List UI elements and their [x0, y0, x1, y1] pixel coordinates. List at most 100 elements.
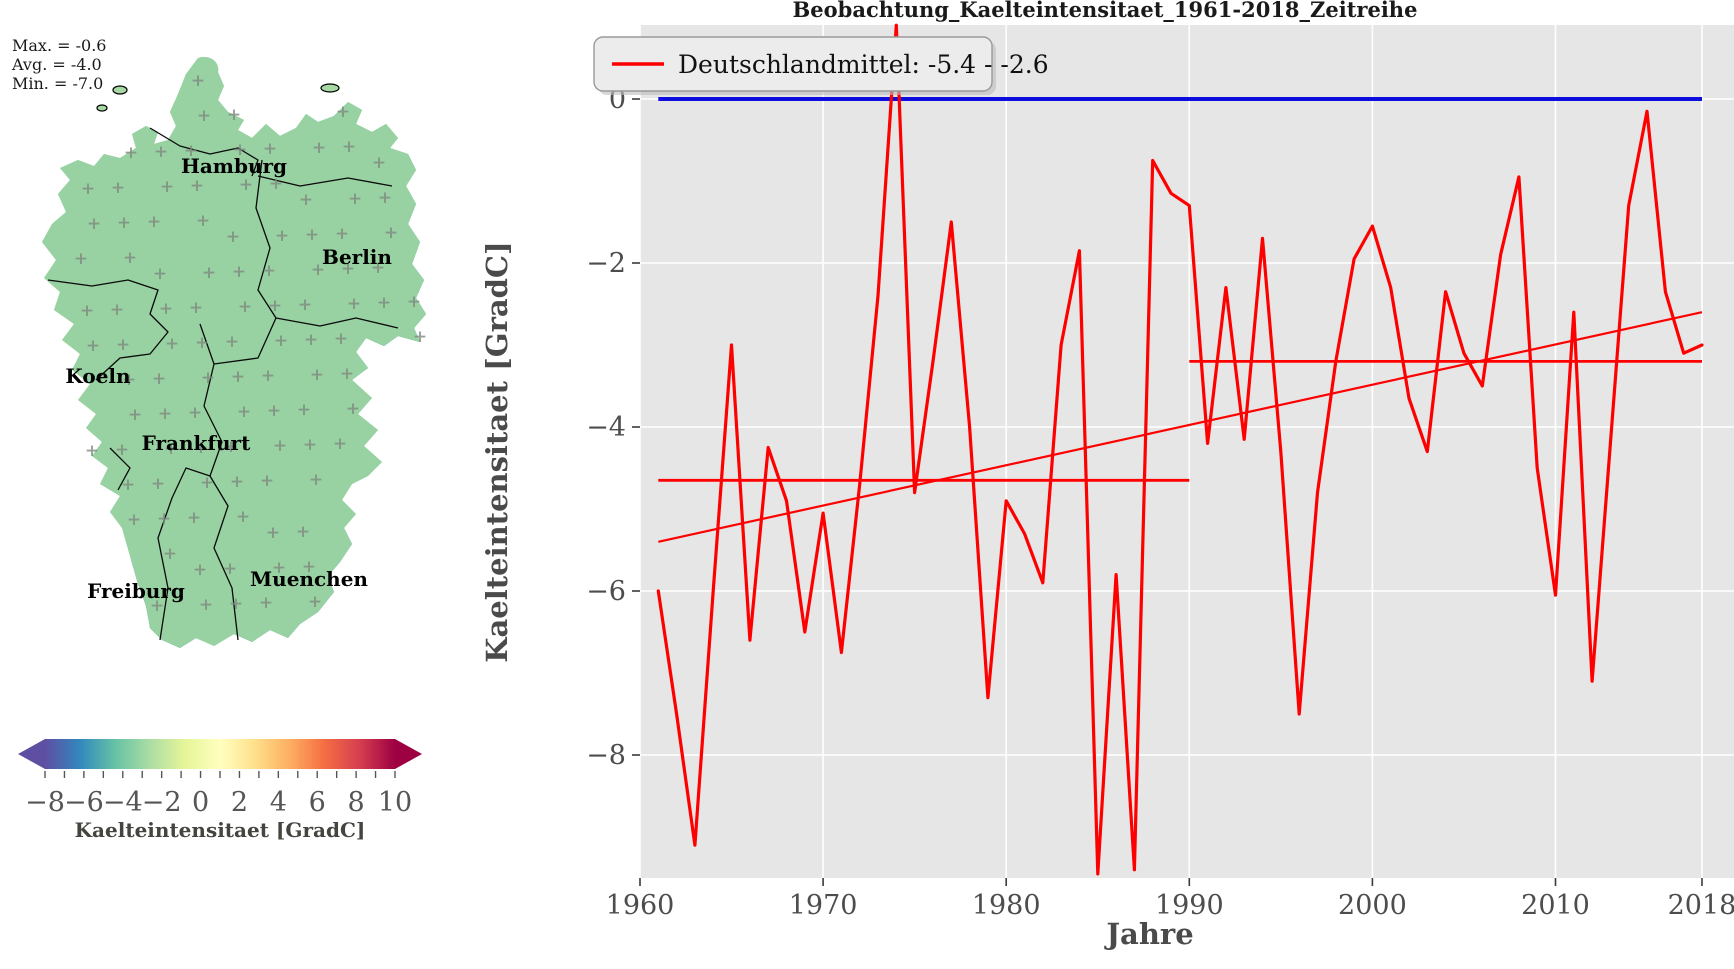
colorbar-gradient — [45, 739, 395, 769]
colorbar-ticks — [44, 771, 396, 778]
island-shapes — [96, 83, 340, 112]
station-marker: + — [190, 176, 204, 196]
series-line — [656, 23, 1704, 876]
station-marker: + — [158, 404, 172, 424]
station-marker: + — [117, 213, 131, 233]
station-marker: + — [160, 177, 174, 197]
station-marker: + — [116, 335, 130, 355]
station-marker: + — [384, 223, 398, 243]
station-marker: + — [164, 439, 178, 459]
city-label-koeln: Koeln — [65, 364, 131, 388]
x-axis: 1960 1970 1980 1990 2000 2010 2018 — [606, 878, 1734, 921]
station-marker: + — [225, 332, 239, 352]
station-marker: + — [86, 336, 100, 356]
station-marker: + — [157, 509, 171, 529]
station-marker: + — [268, 296, 282, 316]
city-label-frankfurt: Frankfurt — [142, 431, 251, 455]
y-axis-label: Kaelteintensitaet [GradC] — [480, 241, 514, 662]
station-marker: + — [259, 593, 273, 613]
station-marker: + — [413, 327, 427, 347]
station-marker: + — [239, 175, 253, 195]
station-marker: + — [267, 401, 281, 421]
station-marker: + — [152, 369, 166, 389]
station-marker: + — [346, 399, 360, 419]
x-tick-label: 1980 — [972, 890, 1041, 921]
station-marker: + — [340, 364, 354, 384]
station-marker: + — [263, 139, 277, 159]
station-marker: + — [87, 214, 101, 234]
station-marker: + — [191, 71, 205, 91]
station-marker: + — [227, 105, 241, 125]
station-marker: + — [80, 301, 94, 321]
plot-area — [640, 25, 1734, 878]
station-marker: + — [165, 334, 179, 354]
station-marker: + — [297, 400, 311, 420]
colorbar-tick-label: 0 — [192, 787, 209, 818]
colorbar-tick-label: −8 — [25, 787, 65, 818]
station-marker: + — [341, 259, 355, 279]
station-marker: + — [336, 102, 350, 122]
station-marker: + — [110, 300, 124, 320]
station-marker: + — [269, 174, 283, 194]
station-marker: + — [188, 403, 202, 423]
station-marker: + — [153, 264, 167, 284]
stat-min: Min. = -7.0 — [12, 74, 104, 93]
y-axis: 0−2−4−6−8 — [586, 84, 640, 771]
y-tick-label: −2 — [586, 248, 626, 279]
colorbar-tick-label: −4 — [103, 787, 143, 818]
station-marker: + — [230, 472, 244, 492]
colorbar-right-arrow — [395, 739, 422, 769]
germany-choropleth-map: + + + + + + + + + + + + + + + + + + + + + + + + + + + + + + + + + + + + + + + +… — [41, 56, 427, 649]
station-marker: + — [232, 262, 246, 282]
x-axis-label: Jahre — [1103, 917, 1193, 951]
x-tick-label: 1960 — [606, 890, 675, 921]
y-tick-label: −6 — [586, 576, 626, 607]
station-marker: + — [347, 294, 361, 314]
linear-trend — [658, 311, 1703, 543]
station-marker: + — [193, 560, 207, 580]
station-marker: + — [184, 141, 198, 161]
colorbar-tick-label: 2 — [231, 787, 248, 818]
y-tick-label: −4 — [586, 412, 626, 443]
station-marker: + — [147, 212, 161, 232]
station-marker: + — [127, 510, 141, 530]
colorbar-tick-label: 10 — [378, 787, 412, 818]
station-marker: + — [151, 474, 165, 494]
station-marker: + — [310, 365, 324, 385]
station-marker: + — [111, 178, 125, 198]
station-marker: + — [231, 367, 245, 387]
city-label-hamburg: Hamburg — [181, 154, 287, 178]
station-marker: + — [335, 224, 349, 244]
station-marker: + — [81, 179, 95, 199]
station-marker: + — [223, 559, 237, 579]
station-markers: + + + + + + + + + + + + + + + + + + + + + + + + + + + + + + + + + + + + + + + +… — [74, 71, 427, 616]
colorbar-tick-label: 8 — [348, 787, 365, 818]
station-marker: + — [201, 368, 215, 388]
map-stats: Max. = -0.6 Avg. = -4.0 Min. = -7.0 — [12, 36, 106, 93]
station-marker: + — [305, 225, 319, 245]
station-marker: + — [226, 227, 240, 247]
x-tick-label: 2010 — [1521, 890, 1590, 921]
station-marker: + — [377, 293, 391, 313]
station-marker: + — [312, 138, 326, 158]
station-marker: + — [85, 441, 99, 461]
colorbar-tick-labels: −8 −6 −4 −2 0 2 4 6 8 10 — [25, 787, 412, 818]
station-marker: + — [333, 434, 347, 454]
station-marker: + — [124, 143, 138, 163]
city-label-freiburg: Freiburg — [87, 579, 185, 603]
station-marker: + — [304, 330, 318, 350]
station-marker: + — [115, 440, 129, 460]
gridlines — [639, 25, 1734, 878]
station-marker: + — [407, 292, 421, 312]
station-marker: + — [237, 402, 251, 422]
station-marker: + — [159, 299, 173, 319]
station-marker: + — [163, 544, 177, 564]
station-marker: + — [274, 331, 288, 351]
stat-avg: Avg. = -4.0 — [12, 55, 102, 74]
colorbar: −8 −6 −4 −2 0 2 4 6 8 10 Kaelteintensitaet [GradC… — [18, 739, 422, 842]
colorbar-left-arrow — [18, 739, 45, 769]
colorbar-tick-label: −2 — [142, 787, 182, 818]
station-marker: + — [224, 437, 238, 457]
station-marker: + — [74, 249, 88, 269]
